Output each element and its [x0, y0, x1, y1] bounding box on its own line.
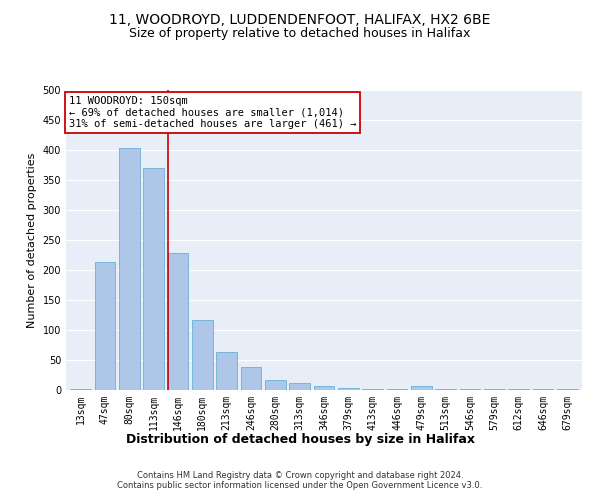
Bar — [411, 386, 432, 390]
Text: 11 WOODROYD: 150sqm
← 69% of detached houses are smaller (1,014)
31% of semi-det: 11 WOODROYD: 150sqm ← 69% of detached ho… — [68, 96, 356, 129]
Text: 11, WOODROYD, LUDDENDENFOOT, HALIFAX, HX2 6BE: 11, WOODROYD, LUDDENDENFOOT, HALIFAX, HX… — [109, 12, 491, 26]
Bar — [557, 389, 578, 390]
Text: Distribution of detached houses by size in Halifax: Distribution of detached houses by size … — [125, 432, 475, 446]
Bar — [95, 262, 115, 390]
Bar — [192, 320, 212, 390]
Bar — [314, 386, 334, 390]
Bar — [167, 253, 188, 390]
Bar — [119, 148, 140, 390]
Y-axis label: Number of detached properties: Number of detached properties — [27, 152, 37, 328]
Bar — [289, 383, 310, 390]
Bar — [216, 352, 237, 390]
Bar — [70, 389, 91, 390]
Bar — [143, 168, 164, 390]
Bar — [241, 367, 262, 390]
Text: Size of property relative to detached houses in Halifax: Size of property relative to detached ho… — [130, 28, 470, 40]
Bar — [265, 380, 286, 390]
Bar — [338, 388, 359, 390]
Text: Contains HM Land Registry data © Crown copyright and database right 2024.
Contai: Contains HM Land Registry data © Crown c… — [118, 470, 482, 490]
